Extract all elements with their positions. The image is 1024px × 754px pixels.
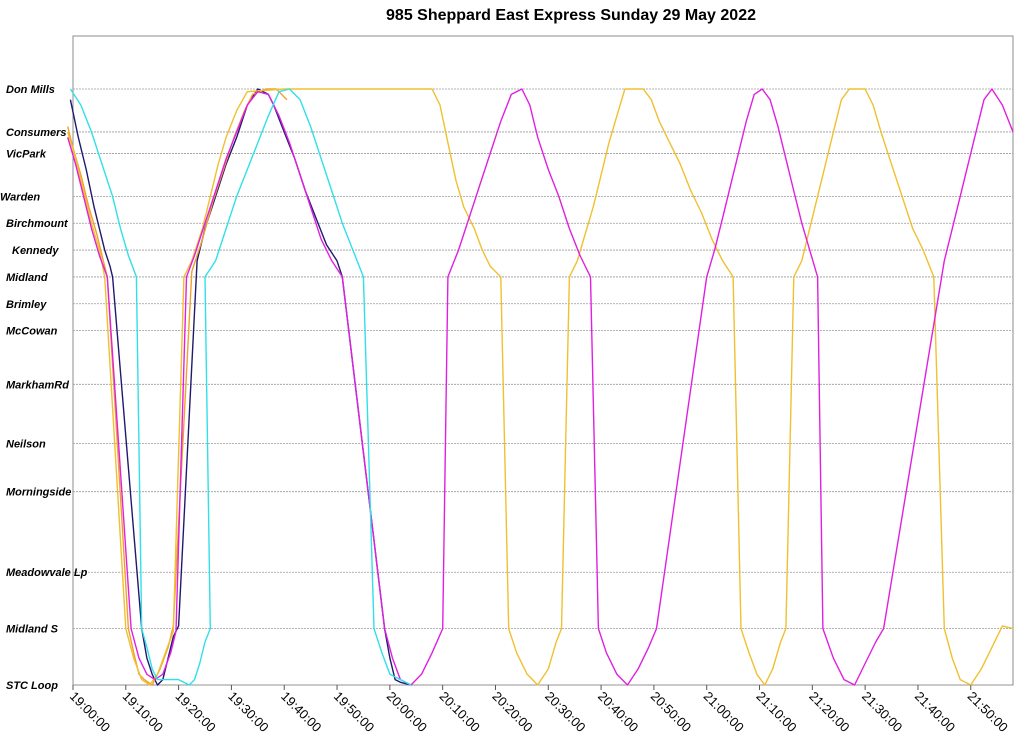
trip-line-1 bbox=[69, 88, 412, 686]
trip-line-4 bbox=[67, 88, 1014, 686]
x-tick-label: 19:10:00 bbox=[120, 689, 166, 735]
x-tick-label: 19:00:00 bbox=[67, 689, 113, 735]
gridlines bbox=[73, 88, 1013, 686]
x-tick-label: 21:10:00 bbox=[753, 689, 799, 735]
stop-label: McCowan bbox=[6, 326, 58, 338]
x-tick-label: 19:50:00 bbox=[331, 689, 377, 735]
plot-area-frame bbox=[72, 35, 1014, 686]
stop-label: Midland bbox=[6, 272, 48, 284]
trip-lines bbox=[67, 88, 1014, 686]
x-tick-label: 20:00:00 bbox=[384, 689, 430, 735]
x-tick-label: 19:30:00 bbox=[225, 689, 271, 735]
x-tick-label: 21:20:00 bbox=[806, 689, 852, 735]
x-tick-label: 20:40:00 bbox=[595, 689, 641, 735]
x-tick-label: 21:40:00 bbox=[912, 689, 958, 735]
stop-label: Kennedy bbox=[12, 245, 59, 257]
trip-line-3 bbox=[67, 88, 1014, 686]
stop-label: Morningside bbox=[6, 487, 71, 499]
stop-label: VicPark bbox=[6, 148, 47, 160]
stop-label: Warden bbox=[0, 191, 40, 203]
stop-label: Meadowvale Lp bbox=[6, 567, 88, 579]
x-tick-label: 19:20:00 bbox=[172, 689, 218, 735]
stop-label: MarkhamRd bbox=[6, 379, 69, 391]
stop-label: Neilson bbox=[6, 438, 46, 450]
time-axis-ticks: 19:00:00 19:10:00 19:20:00 19:30:00 19:40:00… bbox=[67, 685, 1011, 735]
stop-label: Midland S bbox=[6, 624, 59, 636]
stop-label: Consumers bbox=[6, 127, 67, 139]
x-tick-label: 20:30:00 bbox=[542, 689, 588, 735]
x-tick-label: 21:50:00 bbox=[965, 689, 1011, 735]
chart-title: 985 Sheppard East Express Sunday 29 May … bbox=[386, 7, 756, 24]
stop-label: STC Loop bbox=[6, 680, 58, 692]
x-tick-label: 20:50:00 bbox=[648, 689, 694, 735]
x-tick-label: 21:30:00 bbox=[859, 689, 905, 735]
stop-labels: Don Mills Consumers VicPark Warden Birchmoun… bbox=[0, 84, 88, 692]
x-tick-label: 19:40:00 bbox=[278, 689, 324, 735]
x-tick-label: 21:00:00 bbox=[701, 689, 747, 735]
stop-label: Brimley bbox=[6, 299, 47, 311]
stop-label: Don Mills bbox=[6, 84, 55, 96]
x-tick-label: 20:10:00 bbox=[437, 689, 483, 735]
trip-line-5 bbox=[69, 88, 412, 686]
x-tick-label: 20:20:00 bbox=[489, 689, 535, 735]
stop-label: Birchmount bbox=[6, 218, 69, 230]
